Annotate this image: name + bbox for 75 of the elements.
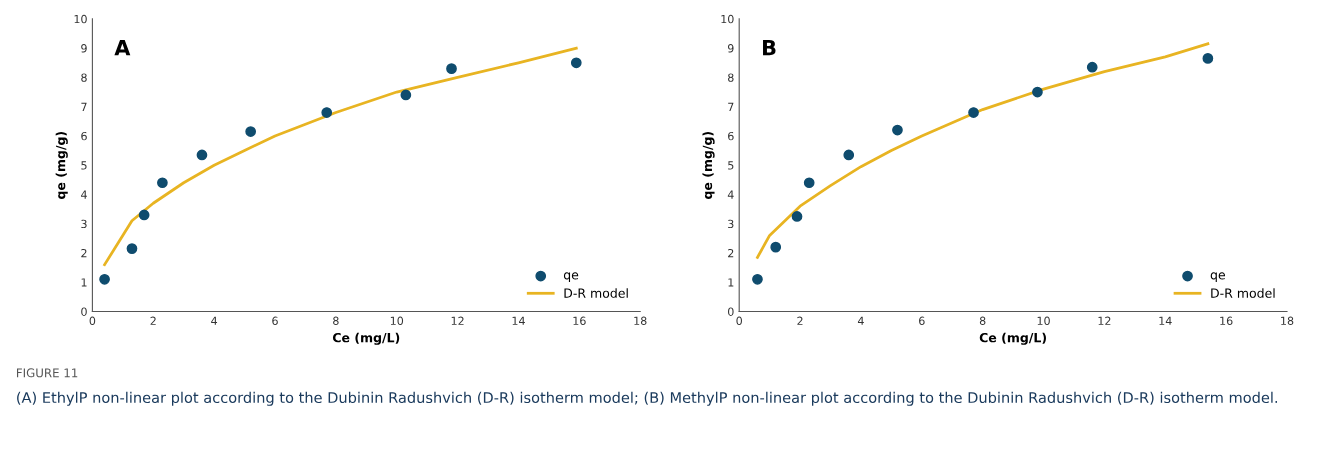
annotation: B [763,40,776,56]
y-tick-label: 5 [81,161,87,170]
point [1086,61,1098,73]
y-tick-label: 4 [81,190,87,199]
x-tick-label: 12 [451,316,464,325]
x-axis-title: Ce (mg/L) [979,332,1046,345]
text: (A) EthylP non-linear plot according to the Dubinin Radushvich (D-R) isotherm model; (B) MethylP non-linear plot according to the Dubinin Radushvich (D-R) isotherm model. [17,391,1277,406]
x-tick-label: 16 [1220,316,1233,325]
point [446,63,457,74]
y-tick-label: 8 [728,73,734,82]
y-tick-label: 9 [727,44,734,53]
annotation: A [114,40,131,56]
x-tick-label: 4 [211,316,218,325]
y-tick-label: 3 [81,219,87,229]
point [791,211,803,222]
line-series [756,42,1210,259]
x-tick-label: 16 [573,316,586,325]
x-tick-label: 2 [797,316,803,325]
point [752,273,763,285]
point [245,126,257,137]
point [843,149,855,161]
x-tick-label: 2 [150,316,156,325]
y-tick-label: 3 [728,219,734,229]
point [196,149,208,161]
y-tick-label: 10 [74,14,87,24]
x-tick-label: 10 [390,316,404,325]
y-tick-label: 2 [728,248,734,258]
x-tick-label: 10 [1037,316,1050,325]
x-tick-label: 8 [979,316,986,325]
y-tick-label: 4 [727,190,734,199]
legend-label: D-R model [1211,288,1275,298]
point [968,107,979,118]
y-tick-label: 9 [81,44,87,53]
y-tick-label: 7 [728,102,734,111]
x-tick-label: 4 [857,316,864,325]
x-axis-title: Ce (mg/L) [332,332,400,345]
y-axis-title: qe (mg/g) [55,131,68,199]
point [157,177,168,189]
x-tick-label: 18 [634,316,647,325]
x-tick-label: 12 [1098,316,1111,325]
point [126,243,138,254]
x-tick-label: 8 [333,316,339,325]
x-tick-label: 0 [736,316,742,325]
point [770,241,782,253]
x-tick-label: 0 [89,316,96,325]
legend-label: qe [1210,272,1225,282]
x-tick-label: 14 [1159,316,1172,325]
point [892,124,903,136]
legend-label: qe [563,272,579,282]
point [1202,53,1214,64]
legend-label: D-R model [564,288,628,298]
y-tick-label: 2 [81,248,87,258]
point [1032,86,1043,98]
caption: FIGURE 11 [17,368,78,378]
point [321,107,333,118]
y-tick-label: 8 [81,73,87,82]
point [803,177,815,189]
x-tick-label: 6 [272,316,278,325]
point [99,273,110,285]
y-tick-label: 0 [81,307,87,316]
point [570,57,582,69]
x-tick-label: 14 [512,316,525,325]
point [400,89,412,101]
point [138,209,150,221]
y-tick-label: 7 [81,102,87,111]
x-tick-label: 6 [919,316,925,325]
y-axis-title: qe (mg/g) [702,131,715,199]
y-tick-label: 1 [728,278,734,287]
y-tick-label: 0 [728,307,734,316]
y-tick-label: 1 [81,278,87,287]
y-tick-label: 5 [728,161,734,170]
y-tick-label: 6 [728,131,734,141]
x-tick-label: 18 [1281,316,1294,325]
y-tick-label: 10 [721,14,734,24]
y-tick-label: 6 [81,131,87,141]
